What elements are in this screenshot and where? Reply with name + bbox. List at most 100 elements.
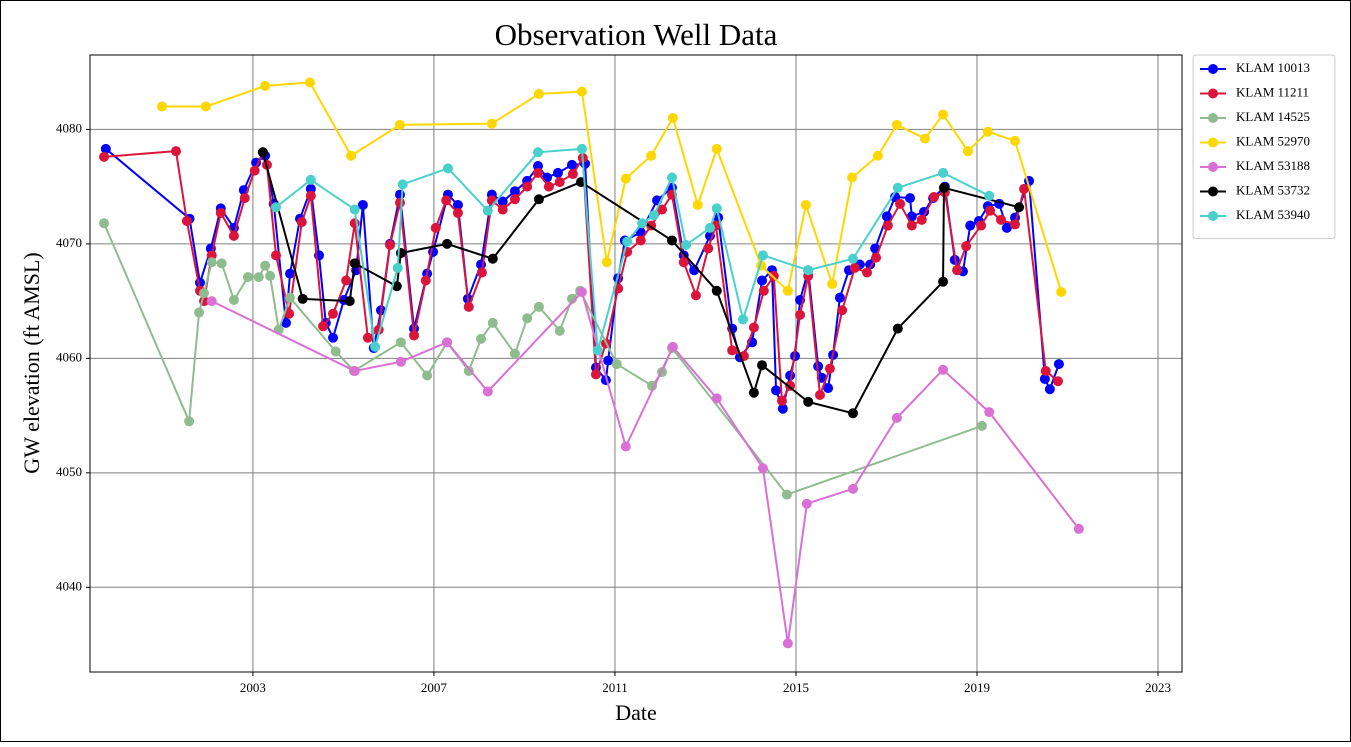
data-point xyxy=(1014,202,1025,213)
data-point xyxy=(328,308,339,319)
x-tick-label: 2007 xyxy=(421,680,448,695)
data-point xyxy=(318,321,329,332)
data-point xyxy=(711,203,722,214)
y-tick-label: 4080 xyxy=(56,120,82,135)
data-point xyxy=(667,341,678,352)
data-point xyxy=(646,150,657,161)
x-tick-label: 2019 xyxy=(964,680,990,695)
data-point xyxy=(554,177,565,188)
data-point xyxy=(776,395,787,406)
data-point xyxy=(409,330,420,341)
data-point xyxy=(782,285,793,296)
legend-swatch-marker xyxy=(1208,162,1218,172)
data-point xyxy=(892,182,903,193)
data-point xyxy=(847,483,858,494)
data-point xyxy=(349,204,360,215)
data-point xyxy=(442,337,453,348)
data-point xyxy=(757,463,768,474)
data-point xyxy=(962,146,973,157)
data-point xyxy=(849,262,860,273)
data-point xyxy=(681,240,692,251)
data-point xyxy=(567,169,578,180)
plot-frame xyxy=(89,54,1183,673)
series-line xyxy=(261,152,1020,415)
data-point xyxy=(249,165,260,176)
data-point xyxy=(757,275,768,286)
data-point xyxy=(242,272,253,283)
data-point xyxy=(824,363,835,374)
data-point xyxy=(533,161,544,172)
data-point xyxy=(871,252,882,263)
data-point xyxy=(442,163,453,174)
data-point xyxy=(100,143,111,154)
data-point xyxy=(482,205,493,216)
data-point xyxy=(497,204,508,215)
y-tick-label: 4050 xyxy=(56,464,82,479)
legend-swatch-marker xyxy=(1208,186,1218,197)
data-point xyxy=(304,77,315,88)
chart-title: Observation Well Data xyxy=(495,17,778,52)
data-point xyxy=(800,199,811,210)
data-point xyxy=(260,80,271,91)
data-point xyxy=(194,307,205,318)
data-point xyxy=(862,267,873,278)
data-point xyxy=(711,143,722,154)
data-point xyxy=(834,292,845,303)
data-point xyxy=(228,294,239,305)
data-point xyxy=(280,317,291,328)
data-point xyxy=(782,638,793,649)
data-point xyxy=(452,207,463,218)
data-point xyxy=(620,173,631,184)
data-point xyxy=(985,205,996,216)
data-point xyxy=(265,270,276,281)
data-point xyxy=(297,293,308,304)
data-point xyxy=(392,262,403,273)
data-point xyxy=(771,385,782,396)
data-point xyxy=(803,396,814,407)
data-point xyxy=(509,348,520,359)
data-point xyxy=(711,285,722,296)
x-tick-label: 2011 xyxy=(602,680,628,695)
grid xyxy=(90,55,1182,672)
data-point xyxy=(648,210,659,221)
data-point xyxy=(239,193,250,204)
data-point xyxy=(170,146,181,157)
x-axis-label: Date xyxy=(615,700,657,725)
data-point xyxy=(552,167,563,178)
data-point xyxy=(1010,219,1021,230)
data-point xyxy=(1019,183,1030,194)
y-tick-label: 4040 xyxy=(56,578,82,593)
data-point xyxy=(452,199,463,210)
data-point xyxy=(487,317,498,328)
data-point xyxy=(657,204,668,215)
data-point xyxy=(576,143,587,154)
data-point xyxy=(270,250,281,261)
plot-area xyxy=(99,77,1084,649)
data-point xyxy=(813,361,824,372)
data-point xyxy=(533,147,544,158)
data-point xyxy=(1039,373,1050,384)
data-point xyxy=(395,356,406,367)
data-point xyxy=(216,258,227,269)
data-point xyxy=(881,211,892,222)
data-point xyxy=(1073,523,1084,534)
data-point xyxy=(847,253,858,264)
data-point xyxy=(984,190,995,201)
data-point xyxy=(391,281,402,292)
data-point xyxy=(611,359,622,370)
data-point xyxy=(554,325,565,336)
data-point xyxy=(906,220,917,231)
data-point xyxy=(882,220,893,231)
data-point xyxy=(487,253,498,264)
data-point xyxy=(228,230,239,241)
data-point xyxy=(394,119,405,130)
data-point xyxy=(576,286,587,297)
ticks: 4040 4050 4060 4070 4080 2003 2007 2011 2015 2019… xyxy=(56,120,1171,695)
legend-label: KLAM 14525 xyxy=(1236,109,1310,124)
data-point xyxy=(891,412,902,423)
data-point xyxy=(976,220,987,231)
data-point xyxy=(758,285,769,296)
legend-label: KLAM 53940 xyxy=(1236,207,1310,222)
data-point xyxy=(592,345,603,356)
data-point xyxy=(99,218,110,229)
